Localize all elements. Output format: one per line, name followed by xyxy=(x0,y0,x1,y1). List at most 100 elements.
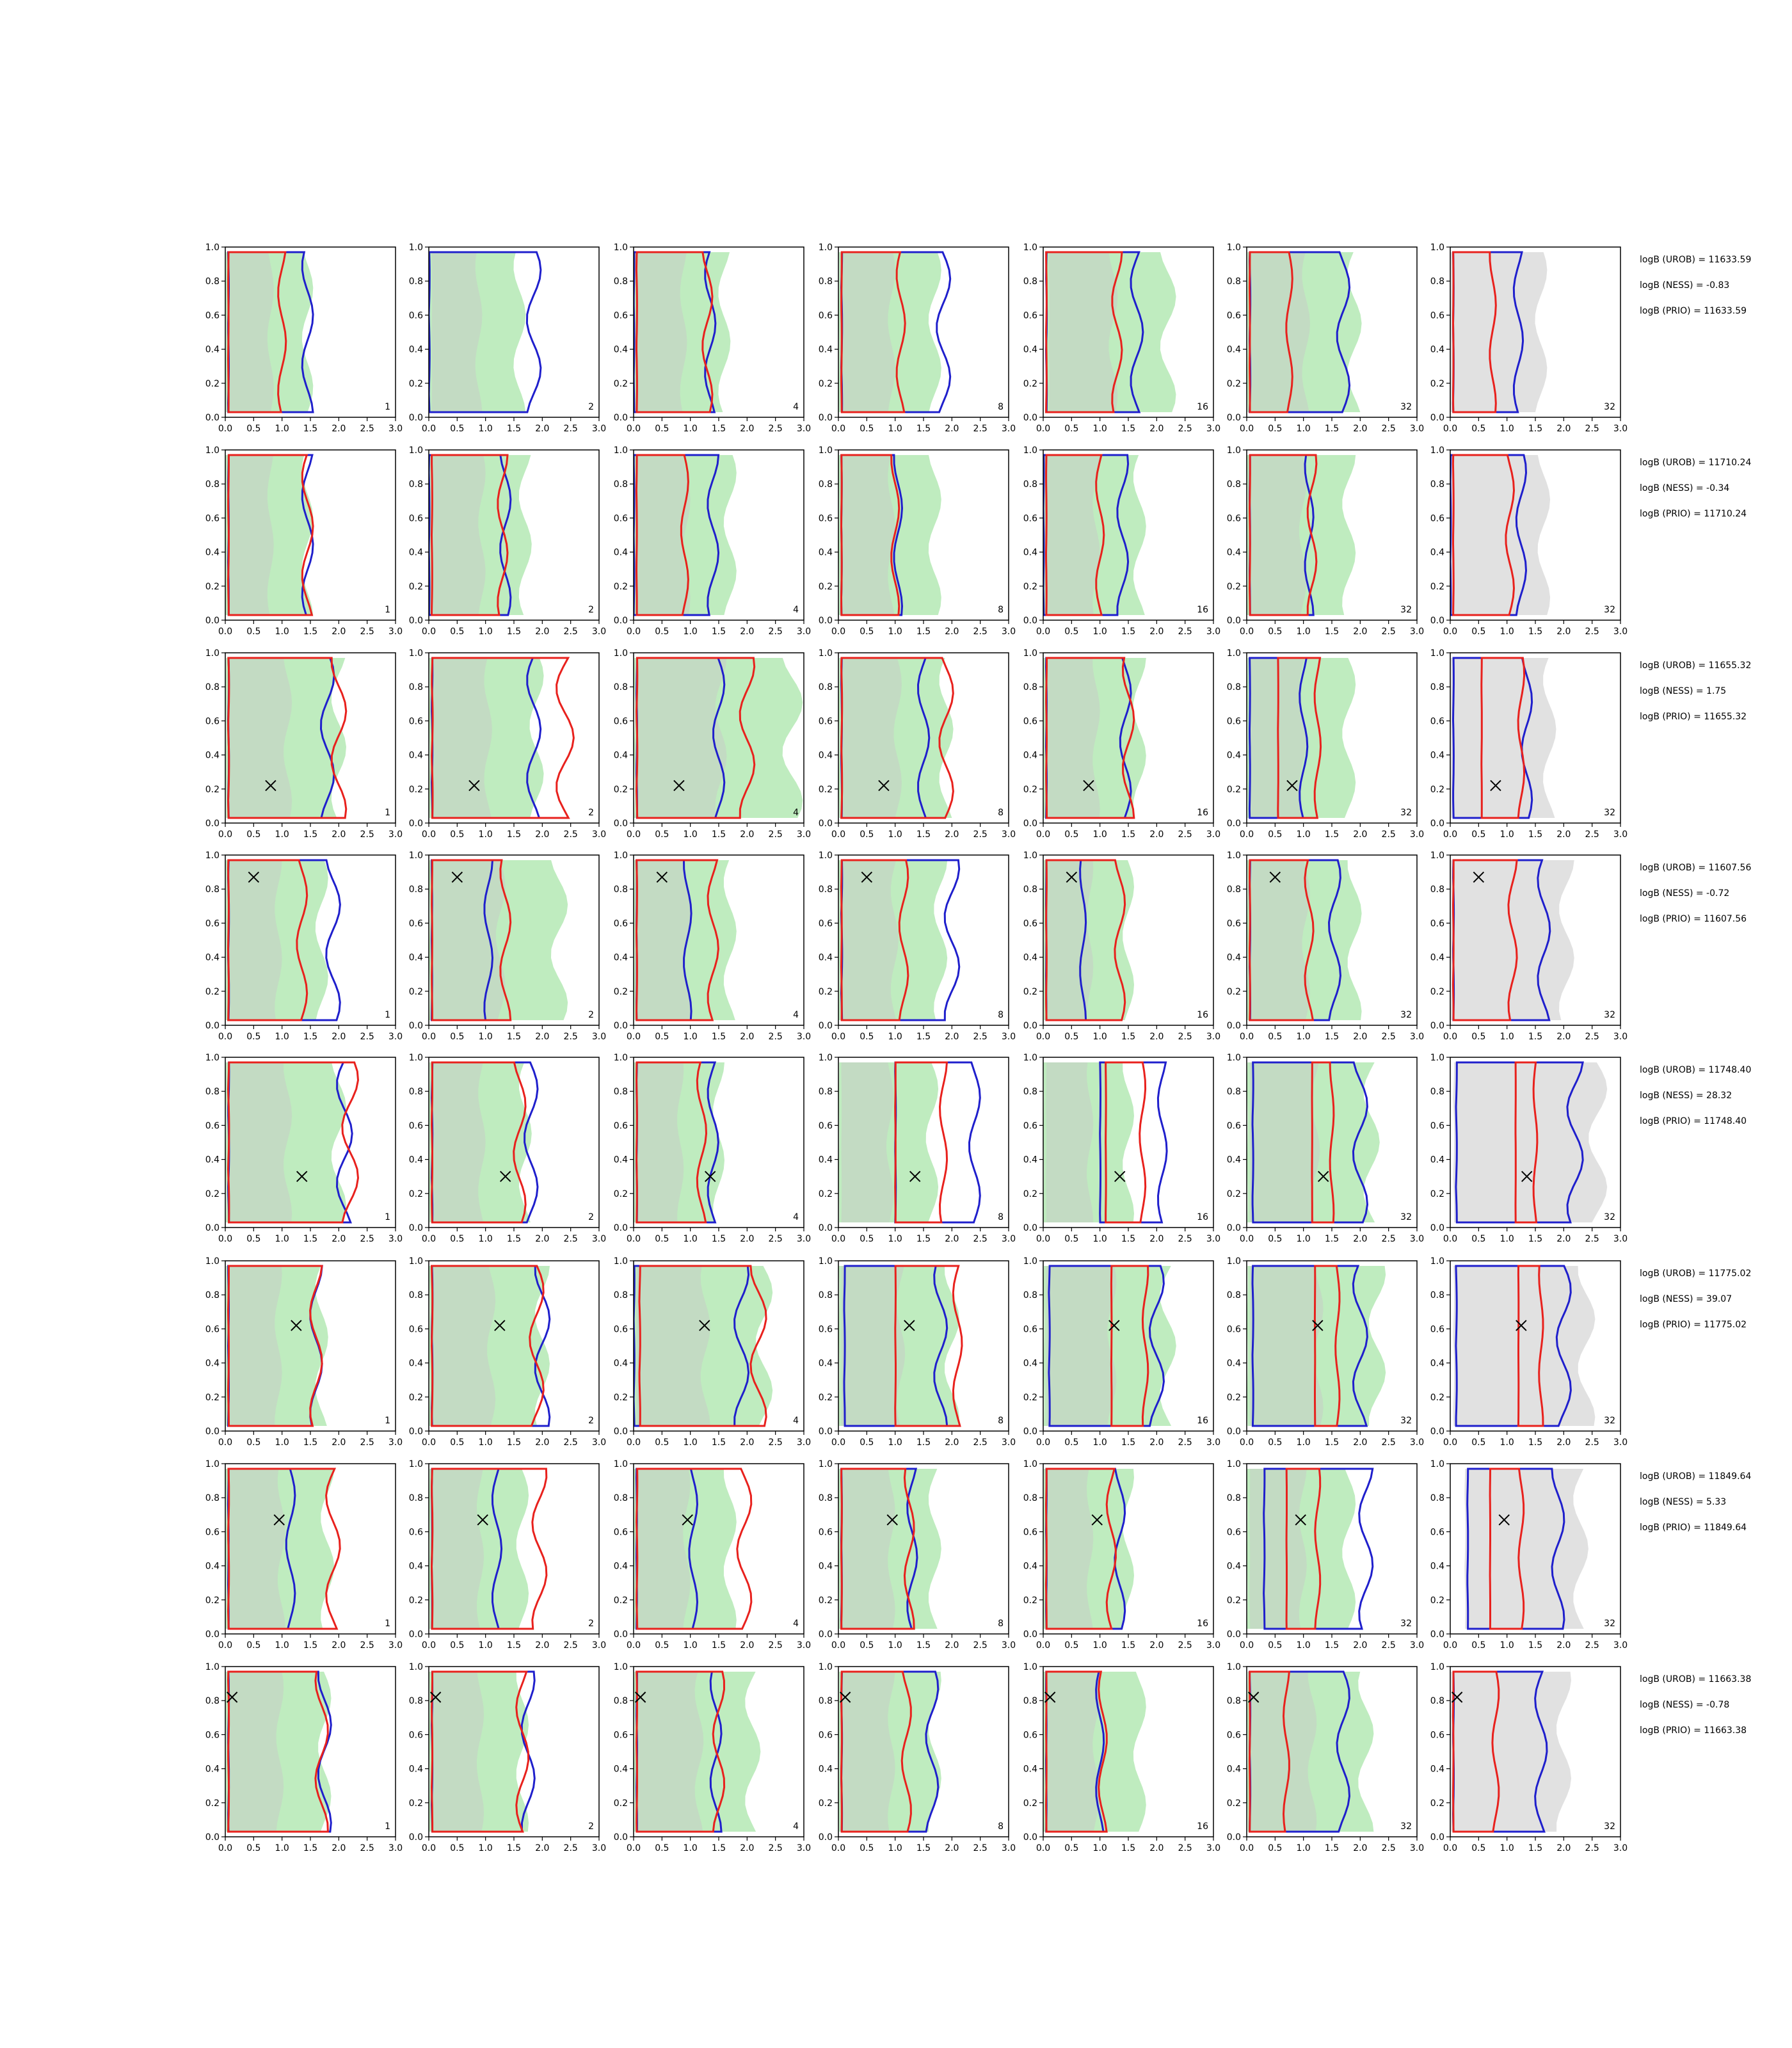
x-tick-label: 0.0 xyxy=(1443,1437,1457,1448)
panel-plot-area xyxy=(225,1061,360,1224)
x-tick-label: 1.5 xyxy=(303,1640,317,1651)
x-tick-label: 2.0 xyxy=(1556,424,1571,434)
panel-r1-c5: 0.0 0.5 1.0 1.5 2.0 2.5 3.0 0.0 0.2 0.4 0.6 0.8 1.0 1… xyxy=(1023,243,1220,434)
panel-number-label: 1 xyxy=(385,1619,390,1629)
x-tick-label: 1.5 xyxy=(916,829,931,840)
y-tick-label: 0.8 xyxy=(205,276,220,287)
y-tick-label: 0.8 xyxy=(1227,479,1241,490)
y-tick-label: 0.8 xyxy=(614,479,628,490)
logb-stat-label: logB (UROB) = 11607.56 xyxy=(1640,863,1751,873)
x-tick-label: 2.5 xyxy=(769,1640,783,1651)
x-tick-label: 0.0 xyxy=(831,1437,845,1448)
y-tick-label: 0.6 xyxy=(819,310,833,321)
y-tick-label: 0.0 xyxy=(614,1223,628,1233)
x-tick-label: 3.0 xyxy=(797,424,811,434)
y-tick-label: 0.4 xyxy=(1430,953,1444,963)
y-tick-label: 0.8 xyxy=(819,276,833,287)
panel-plot-area xyxy=(1247,454,1356,616)
y-tick-label: 0.2 xyxy=(614,785,628,795)
x-tick-label: 0.5 xyxy=(1268,1640,1282,1651)
x-tick-label: 3.0 xyxy=(388,1640,403,1651)
y-tick-label: 1.0 xyxy=(1227,851,1241,861)
x-tick-label: 0.5 xyxy=(450,1640,464,1651)
red-contour xyxy=(1277,657,1322,819)
x-tick-label: 2.0 xyxy=(535,1234,549,1244)
green-density-region xyxy=(429,252,526,412)
y-tick-label: 1.0 xyxy=(819,851,833,861)
x-tick-label: 1.5 xyxy=(1528,1843,1542,1853)
y-tick-label: 0.4 xyxy=(1430,1155,1444,1165)
grey-density-region xyxy=(1450,455,1551,615)
x-tick-label: 0.0 xyxy=(218,1234,232,1244)
y-tick-label: 0.6 xyxy=(409,1324,423,1334)
y-tick-label: 0.0 xyxy=(614,1629,628,1640)
grey-density-region xyxy=(1046,658,1100,818)
grey-density-region xyxy=(228,1266,282,1426)
x-tick-label: 1.5 xyxy=(1325,627,1339,637)
x-tick-label: 1.5 xyxy=(1325,1640,1339,1651)
y-tick-label: 0.8 xyxy=(409,1493,423,1503)
x-tick-label: 2.5 xyxy=(1382,1234,1396,1244)
panel-r3-c7: 0.0 0.5 1.0 1.5 2.0 2.5 3.0 0.0 0.2 0.4 0.6 0.8 1.0 3… xyxy=(1430,648,1628,840)
panel-number-label: 16 xyxy=(1197,1821,1208,1832)
panel-r2-c3: 0.0 0.5 1.0 1.5 2.0 2.5 3.0 0.0 0.2 0.4 0.6 0.8 1.0 4 xyxy=(614,445,811,637)
red-contour xyxy=(227,657,348,819)
logb-stat-label: logB (UROB) = 11775.02 xyxy=(1640,1268,1751,1279)
y-tick-label: 0.2 xyxy=(819,785,833,795)
x-tick-label: 2.0 xyxy=(1353,1032,1367,1042)
x-tick-label: 2.0 xyxy=(1149,1032,1164,1042)
y-tick-label: 1.0 xyxy=(614,1662,628,1672)
y-tick-label: 0.8 xyxy=(819,1087,833,1097)
blue-contour xyxy=(1455,1061,1584,1224)
blue-contour xyxy=(1048,1265,1165,1427)
x-tick-label: 1.0 xyxy=(684,1640,698,1651)
panel-r1-c3: 0.0 0.5 1.0 1.5 2.0 2.5 3.0 0.0 0.2 0.4 0.6 0.8 1.0 4 xyxy=(614,243,811,434)
y-tick-label: 1.0 xyxy=(819,243,833,253)
grey-density-region xyxy=(636,1062,684,1222)
grey-density-region xyxy=(431,1266,496,1426)
blue-contour xyxy=(1251,1061,1369,1224)
x-tick-label: 1.5 xyxy=(1121,627,1135,637)
truth-marker xyxy=(451,871,463,883)
y-tick-label: 0.0 xyxy=(819,1223,833,1233)
y-tick-label: 1.0 xyxy=(819,1459,833,1469)
y-tick-label: 0.4 xyxy=(1430,1359,1444,1369)
x-tick-label: 3.0 xyxy=(388,1234,403,1244)
x-tick-label: 2.5 xyxy=(1382,1032,1396,1042)
y-tick-label: 0.4 xyxy=(1430,1764,1444,1775)
x-tick-label: 2.5 xyxy=(1382,1437,1396,1448)
y-tick-label: 0.4 xyxy=(819,548,833,558)
y-tick-label: 0.2 xyxy=(614,1393,628,1403)
x-tick-label: 2.5 xyxy=(564,627,578,637)
truth-marker xyxy=(1286,780,1298,792)
x-tick-label: 0.0 xyxy=(1036,1437,1050,1448)
figure-row-2: 0.0 0.5 1.0 1.5 2.0 2.5 3.0 0.0 0.2 0.4 0.6 0.8 1.0 1… xyxy=(205,445,1752,637)
grey-density-region xyxy=(1249,1469,1307,1629)
x-tick-label: 1.0 xyxy=(684,1437,698,1448)
panel-r2-c2: 0.0 0.5 1.0 1.5 2.0 2.5 3.0 0.0 0.2 0.4 0.6 0.8 1.0 2 xyxy=(409,445,606,637)
green-density-region xyxy=(225,1062,346,1222)
panel-plot-area xyxy=(1450,657,1556,819)
x-tick-label: 1.5 xyxy=(1121,829,1135,840)
x-tick-label: 0.5 xyxy=(1268,1234,1282,1244)
grey-density-region xyxy=(1453,1062,1608,1222)
x-tick-label: 0.0 xyxy=(831,1032,845,1042)
x-tick-label: 0.5 xyxy=(450,1843,464,1853)
x-tick-label: 2.5 xyxy=(1178,1843,1192,1853)
panel-number-label: 32 xyxy=(1400,1212,1412,1222)
panel-plot-area xyxy=(634,1468,753,1630)
panel-plot-area xyxy=(1043,859,1134,1021)
y-tick-label: 0.4 xyxy=(1430,751,1444,761)
truth-marker xyxy=(904,1320,915,1331)
panel-r5-c7: 0.0 0.5 1.0 1.5 2.0 2.5 3.0 0.0 0.2 0.4 0.6 0.8 1.0 3… xyxy=(1430,1053,1628,1244)
grey-density-region xyxy=(431,1672,484,1832)
panel-number-label: 16 xyxy=(1197,605,1208,615)
y-tick-label: 0.2 xyxy=(409,785,423,795)
panel-r7-c2: 0.0 0.5 1.0 1.5 2.0 2.5 3.0 0.0 0.2 0.4 0.6 0.8 1.0 2 xyxy=(409,1459,606,1651)
x-tick-label: 0.5 xyxy=(655,1032,669,1042)
red-contour xyxy=(1044,859,1126,1021)
red-contour xyxy=(430,1265,545,1427)
y-tick-label: 0.4 xyxy=(409,548,423,558)
panel-number-label: 32 xyxy=(1400,1821,1412,1832)
x-tick-label: 0.0 xyxy=(218,1032,232,1042)
